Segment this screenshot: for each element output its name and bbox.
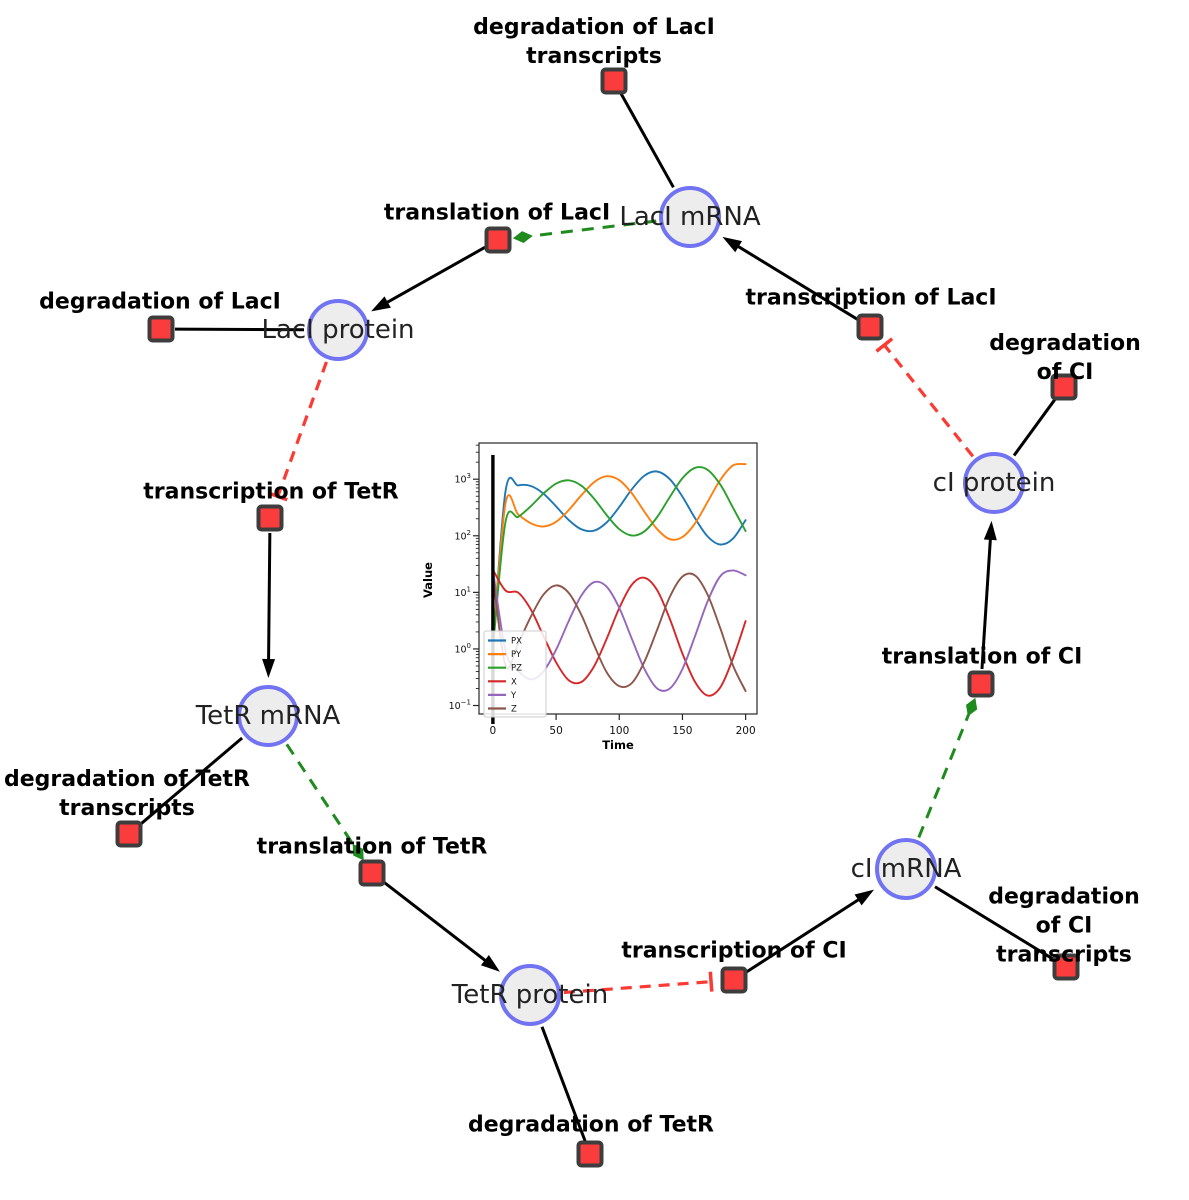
modifier-diamond-icon xyxy=(352,843,364,861)
species-node-tetr_mrna[interactable] xyxy=(237,685,299,747)
edge-transcription_tetr-tetr_mrna-product xyxy=(262,532,276,679)
inhibition-bar-icon xyxy=(875,337,894,353)
reaction-node-deg_laci_transcripts[interactable] xyxy=(600,67,628,95)
species-node-ci_protein[interactable] xyxy=(963,452,1025,514)
species-node-laci_protein[interactable] xyxy=(307,299,369,361)
edge-laci_protein-transcription_tetr-inhibition xyxy=(267,361,328,502)
inhibition-bar-icon xyxy=(267,491,288,502)
legend-label-Y: Y xyxy=(510,691,517,701)
x-tick-label: 0 xyxy=(490,725,497,737)
edge-tetr_protein-transcription_ci-inhibition xyxy=(563,971,714,995)
reaction-node-deg_ci[interactable] xyxy=(1050,373,1078,401)
legend-label-PX: PX xyxy=(511,637,522,647)
legend: PX PY PZ XYZ xyxy=(483,630,547,718)
legend-label-X: X xyxy=(511,677,517,687)
time-series-inset: 0 50 100 150 200 103 102 101 100 10−1 PX PY PZ X Y Z Ti… xyxy=(420,428,780,773)
edge-translation_tetr-tetr_protein-product xyxy=(382,880,500,972)
x-tick-label: 100 xyxy=(609,725,629,737)
edge-ci_protein-transcription_laci-inhibition xyxy=(875,337,975,458)
edge-ci_protein-deg_ci-consumption xyxy=(1012,397,1057,457)
series-PZ xyxy=(491,466,747,650)
legend-label-Z: Z xyxy=(511,705,517,715)
arrowhead-icon xyxy=(854,889,875,906)
time-series-chart: 0 50 100 150 200 103 102 101 100 10−1 PX PY PZ XYZ Ti… xyxy=(421,442,758,752)
legend-label-PZ: PZ xyxy=(511,664,522,674)
series-PX xyxy=(491,470,747,650)
y-tick-label: 100 xyxy=(454,642,471,656)
inhibition-bar-icon xyxy=(708,971,714,992)
y-tick-label: 10−1 xyxy=(449,699,471,713)
legend-label-PY: PY xyxy=(511,650,522,660)
species-node-laci_mrna[interactable] xyxy=(659,186,721,248)
edge-transcription_laci-laci_mrna-product xyxy=(722,236,858,321)
reaction-node-translation_laci[interactable] xyxy=(484,226,512,254)
chart-xlabel: Time xyxy=(602,738,634,752)
modifier-diamond-icon xyxy=(966,697,978,717)
series-PY xyxy=(491,462,747,650)
y-tick-label: 103 xyxy=(454,472,471,486)
modifier-diamond-icon xyxy=(512,231,533,243)
reaction-node-deg_tetr[interactable] xyxy=(576,1140,604,1168)
arrowhead-icon xyxy=(371,296,391,312)
reaction-node-transcription_tetr[interactable] xyxy=(256,504,284,532)
y-tick-label: 101 xyxy=(454,585,471,599)
arrowhead-icon xyxy=(480,955,500,972)
edge-transcription_ci-ci_mrna-product xyxy=(745,889,875,974)
reaction-node-deg_tetr_transcripts[interactable] xyxy=(115,820,143,848)
edge-ci_mrna-deg_ci_transcripts-consumption xyxy=(934,885,1055,961)
series-Z xyxy=(491,572,747,693)
species-node-ci_mrna[interactable] xyxy=(875,838,937,900)
series-curves xyxy=(491,462,747,697)
edge-ci_mrna-translation_ci-modifier xyxy=(917,697,978,839)
reaction-node-transcription_ci[interactable] xyxy=(720,966,748,994)
edge-translation_ci-ci_protein-product xyxy=(980,520,997,670)
arrowhead-icon xyxy=(722,236,743,253)
axes-frame xyxy=(478,442,758,715)
species-node-tetr_protein[interactable] xyxy=(499,964,561,1026)
x-tick-label: 200 xyxy=(736,725,756,737)
x-tick-label: 50 xyxy=(549,725,562,737)
edge-translation_laci-laci_protein-product xyxy=(371,246,486,312)
edge-tetr_mrna-deg_tetr_transcripts-consumption xyxy=(138,736,244,827)
edge-laci_mrna-deg_laci_transcripts-consumption xyxy=(619,92,675,189)
chart-ylabel: Value xyxy=(421,562,435,598)
edge-tetr_protein-deg_tetr-consumption xyxy=(540,1026,587,1142)
edge-laci_mrna-translation_laci-modifier xyxy=(512,219,657,243)
x-tick-label: 150 xyxy=(672,725,692,737)
y-tick-label: 102 xyxy=(454,529,471,543)
arrowhead-icon xyxy=(262,658,276,679)
edge-tetr_mrna-translation_tetr-modifier xyxy=(285,743,364,861)
arrowhead-icon xyxy=(983,520,997,541)
reaction-node-translation_tetr[interactable] xyxy=(358,859,386,887)
reaction-node-translation_ci[interactable] xyxy=(967,670,995,698)
reaction-node-deg_ci_transcripts[interactable] xyxy=(1052,953,1080,981)
reaction-node-transcription_laci[interactable] xyxy=(856,313,884,341)
reaction-node-deg_laci[interactable] xyxy=(147,315,175,343)
edge-laci_protein-deg_laci-consumption xyxy=(174,327,305,332)
